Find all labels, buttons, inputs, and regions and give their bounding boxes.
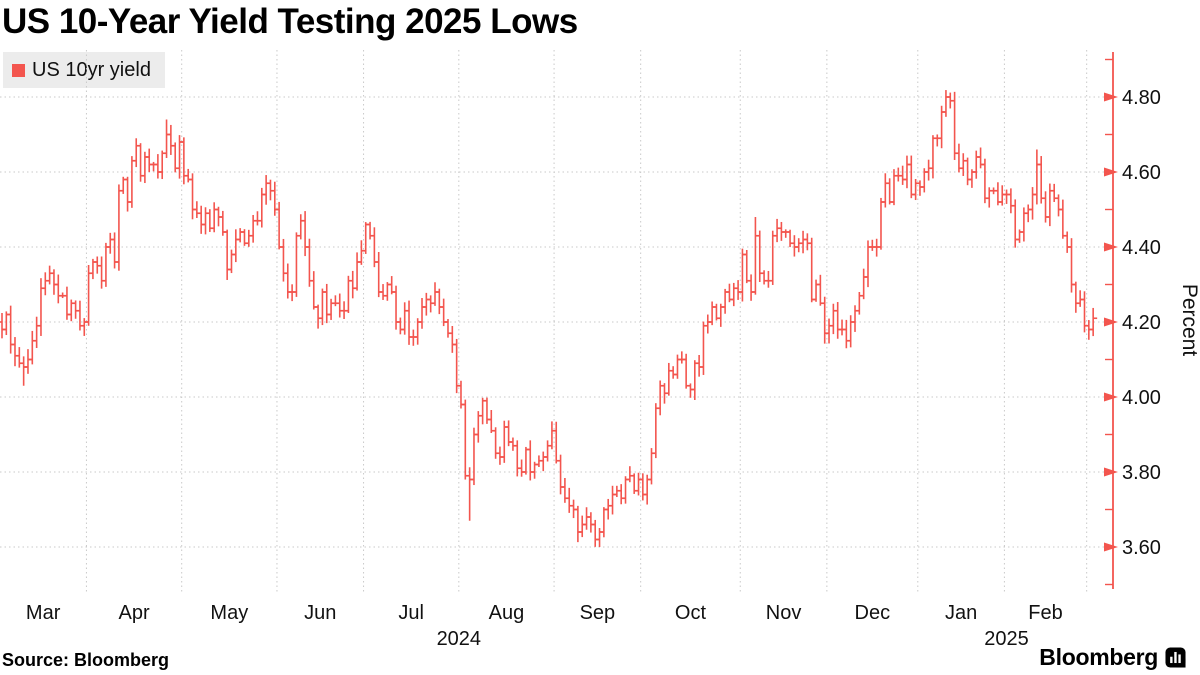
x-month-label: Jun [304, 602, 336, 624]
bloomberg-logo: Bloomberg [1039, 644, 1186, 671]
y-axis: 4.80 4.60 4.40 4.20 4.00 3.80 3.60 Percent [1104, 52, 1200, 589]
y-tick-label: 3.80 [1122, 462, 1161, 484]
series-swatch-icon [12, 63, 25, 77]
x-axis-labels: Mar Apr May Jun Jul Aug Sep Oct Nov Dec Jan Feb 2024… [26, 602, 1063, 650]
x-month-label: Aug [489, 602, 525, 624]
x-month-label: Nov [766, 602, 802, 624]
bloomberg-wordmark: Bloomberg [1039, 644, 1158, 670]
x-month-label: Dec [855, 602, 891, 624]
x-month-label: Jul [398, 602, 424, 624]
y-axis-title: Percent [1178, 284, 1200, 357]
y-tick-label: 4.40 [1122, 237, 1161, 259]
x-year-label: 2024 [437, 628, 482, 650]
y-tick-label: 4.80 [1122, 87, 1161, 109]
y-tick-label: 4.20 [1122, 312, 1161, 334]
x-month-label: Feb [1028, 602, 1062, 624]
source-note: Source: Bloomberg [2, 650, 170, 670]
x-month-label: Mar [26, 602, 61, 624]
y-tick-label: 4.00 [1122, 387, 1161, 409]
x-month-label: Sep [580, 602, 616, 624]
y-tick-label: 3.60 [1122, 537, 1161, 559]
price-bars [0, 90, 1098, 547]
chart-title: US 10-Year Yield Testing 2025 Lows [2, 2, 578, 41]
y-tick-label: 4.60 [1122, 162, 1161, 184]
bloomberg-logo-icon [1165, 647, 1186, 668]
legend: US 10yr yield [3, 52, 165, 88]
x-year-label: 2025 [984, 628, 1029, 650]
legend-label: US 10yr yield [32, 58, 151, 81]
x-month-label: Oct [675, 602, 707, 624]
x-month-label: May [210, 602, 248, 624]
x-month-label: Apr [119, 602, 150, 624]
gridlines [0, 50, 1113, 594]
x-month-label: Jan [945, 602, 977, 624]
